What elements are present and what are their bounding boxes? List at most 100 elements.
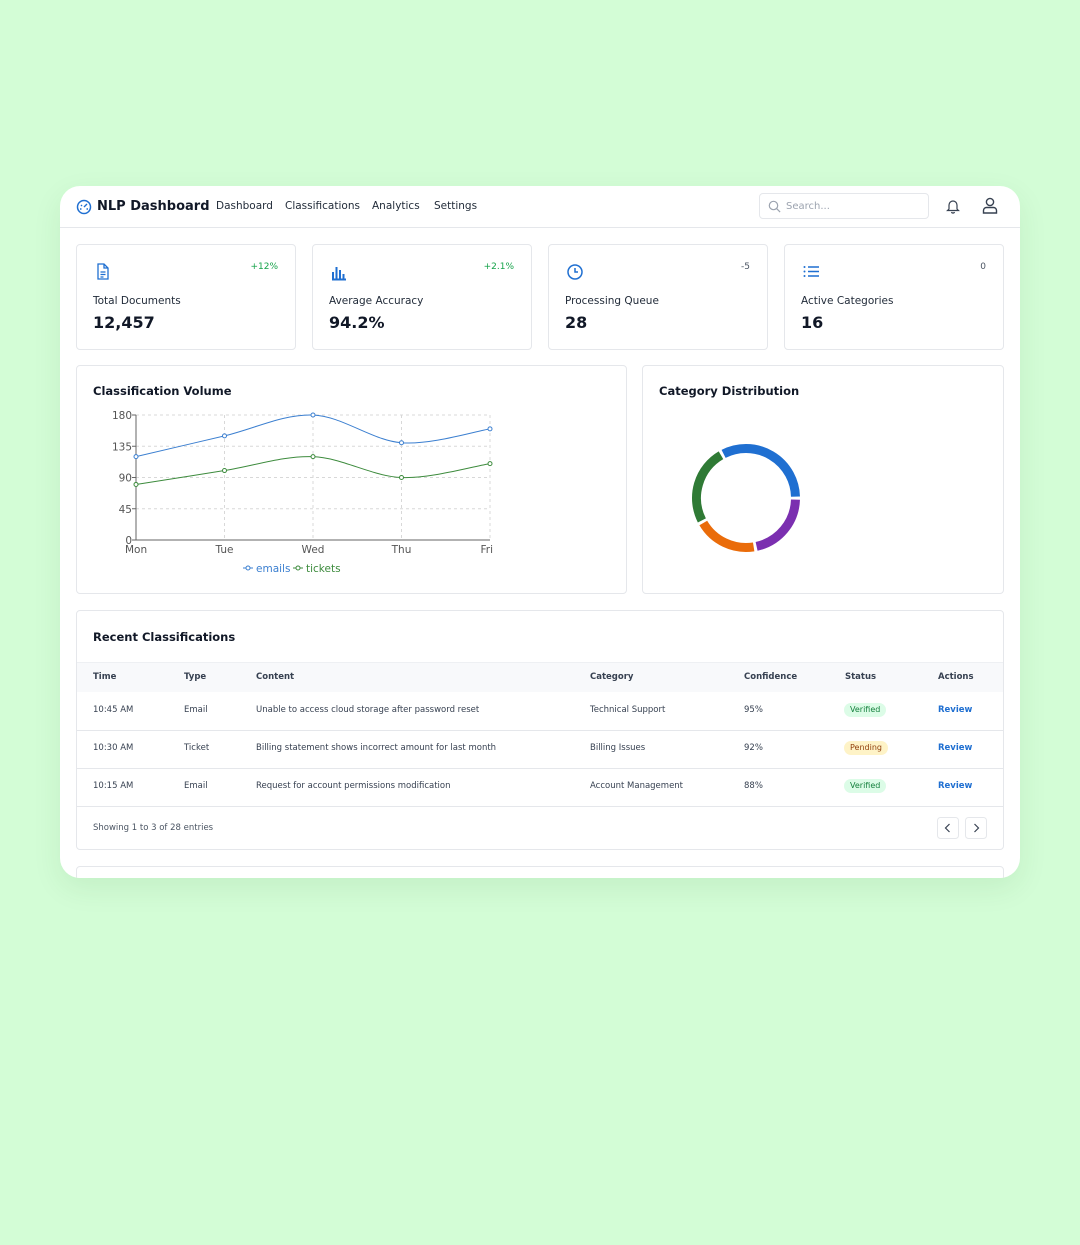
table-cell: 92% xyxy=(744,743,763,753)
donut-segment xyxy=(699,520,755,552)
table-cell: Email xyxy=(184,705,208,715)
stat-value: 94.2% xyxy=(329,313,385,332)
table-card: Recent Classifications Time Type Content Ca… xyxy=(76,610,1004,850)
row-divider xyxy=(77,768,1003,769)
table-footer: Showing 1 to 3 of 28 entries xyxy=(93,823,214,833)
table-cell: 10:30 AM xyxy=(93,743,134,753)
nav-divider xyxy=(60,227,1020,228)
nav-link[interactable]: Dashboard xyxy=(216,200,273,212)
line-chart: 0 45 90 135 180 Mon Tue Wed Thu Fri emails tickets xyxy=(112,410,493,575)
stat-card: +12% Total Documents 12,457 xyxy=(76,244,296,350)
pagination xyxy=(937,817,987,839)
stat-value: 28 xyxy=(565,313,588,332)
table-cell: Billing statement shows incorrect amount… xyxy=(256,743,497,753)
chart-card: Classification Volume 0 45 90 135 180 Mon Tue W… xyxy=(76,365,627,594)
series-point xyxy=(222,468,227,474)
legend-label: tickets xyxy=(306,563,341,575)
y-tick-label: 45 xyxy=(119,504,132,516)
column-header: Content xyxy=(256,672,295,682)
column-header: Category xyxy=(590,672,634,682)
y-tick-label: 135 xyxy=(112,441,132,453)
column-header: Confidence xyxy=(744,672,798,682)
series-point xyxy=(399,475,404,480)
logo-icon xyxy=(76,199,92,215)
bell-icon[interactable] xyxy=(946,198,960,214)
stat-value: 12,457 xyxy=(93,313,155,332)
stat-icon xyxy=(332,267,346,281)
stat-icon xyxy=(803,266,819,277)
stat-change: +2.1% xyxy=(483,262,514,272)
user-icon[interactable] xyxy=(982,197,998,214)
stat-change: +12% xyxy=(250,262,278,272)
stat-card: +2.1% Average Accuracy 94.2% xyxy=(312,244,532,350)
donut-segment xyxy=(755,499,800,551)
donut-segment xyxy=(721,444,800,497)
next-button[interactable] xyxy=(965,817,987,839)
table-title: Recent Classifications xyxy=(93,630,236,644)
review-link[interactable]: Review xyxy=(938,705,973,715)
table-cell: 88% xyxy=(744,781,763,791)
stat-card: 0 Active Categories 16 xyxy=(784,244,1004,350)
row-divider xyxy=(77,806,1003,807)
search-box[interactable]: Search... xyxy=(759,193,929,219)
app-window: NLP Dashboard Dashboard Classifications … xyxy=(60,186,1020,878)
series-point xyxy=(487,426,493,432)
chart-title: Classification Volume xyxy=(93,384,232,398)
stat-label: Processing Queue xyxy=(565,295,659,307)
legend-swatch xyxy=(245,565,251,571)
stat-change: -5 xyxy=(741,262,750,272)
review-link[interactable]: Review xyxy=(938,743,973,753)
series-point xyxy=(487,461,493,467)
prev-button[interactable] xyxy=(937,817,959,839)
nav-link[interactable]: Analytics xyxy=(372,200,420,212)
column-header: Status xyxy=(845,672,877,682)
review-link[interactable]: Review xyxy=(938,781,973,791)
y-tick-label: 180 xyxy=(112,410,132,422)
card xyxy=(76,866,1004,878)
status-badge: Verified xyxy=(844,779,887,793)
legend-swatch xyxy=(295,565,301,571)
chart-card: Category Distribution xyxy=(642,365,1004,594)
nav-link[interactable]: Classifications xyxy=(285,200,360,212)
table-header xyxy=(77,662,1003,692)
status-badge: Pending xyxy=(844,741,888,755)
column-header: Actions xyxy=(938,672,974,682)
donut-segment xyxy=(692,451,724,523)
series-point xyxy=(310,454,316,460)
y-tick-label: 90 xyxy=(119,473,132,485)
stat-icon xyxy=(97,263,109,280)
series-point xyxy=(222,433,227,439)
series-point xyxy=(133,454,139,460)
legend-label: emails xyxy=(256,563,290,575)
column-header: Time xyxy=(93,672,117,682)
x-tick-label: Mon xyxy=(125,544,147,556)
x-tick-label: Thu xyxy=(391,544,412,556)
column-header: Type xyxy=(184,672,207,682)
x-tick-label: Tue xyxy=(215,544,234,556)
nav-link[interactable]: Settings xyxy=(434,200,478,212)
x-tick-label: Wed xyxy=(302,544,325,556)
search-placeholder: Search... xyxy=(786,201,830,212)
table-cell: Billing Issues xyxy=(590,743,646,753)
table-cell: 95% xyxy=(744,705,763,715)
stat-value: 16 xyxy=(801,313,824,332)
stat-change: 0 xyxy=(980,262,986,272)
series-point xyxy=(133,481,139,487)
table-cell: Request for account permissions modifica… xyxy=(256,781,451,791)
stat-label: Total Documents xyxy=(93,295,181,307)
table-cell: Account Management xyxy=(590,781,684,791)
app-title: NLP Dashboard xyxy=(97,199,210,214)
table-cell: 10:15 AM xyxy=(93,781,134,791)
series-point xyxy=(310,412,316,418)
table-cell: Ticket xyxy=(184,743,210,753)
y-tick-label: 0 xyxy=(125,535,132,547)
stat-label: Average Accuracy xyxy=(329,295,424,307)
table-cell: Unable to access cloud storage after pas… xyxy=(256,705,480,715)
x-tick-label: Fri xyxy=(480,544,493,556)
table-cell: Email xyxy=(184,781,208,791)
table-cell: Technical Support xyxy=(590,705,666,715)
stat-label: Active Categories xyxy=(801,295,894,307)
donut-chart xyxy=(692,444,800,552)
search-icon xyxy=(768,200,781,213)
